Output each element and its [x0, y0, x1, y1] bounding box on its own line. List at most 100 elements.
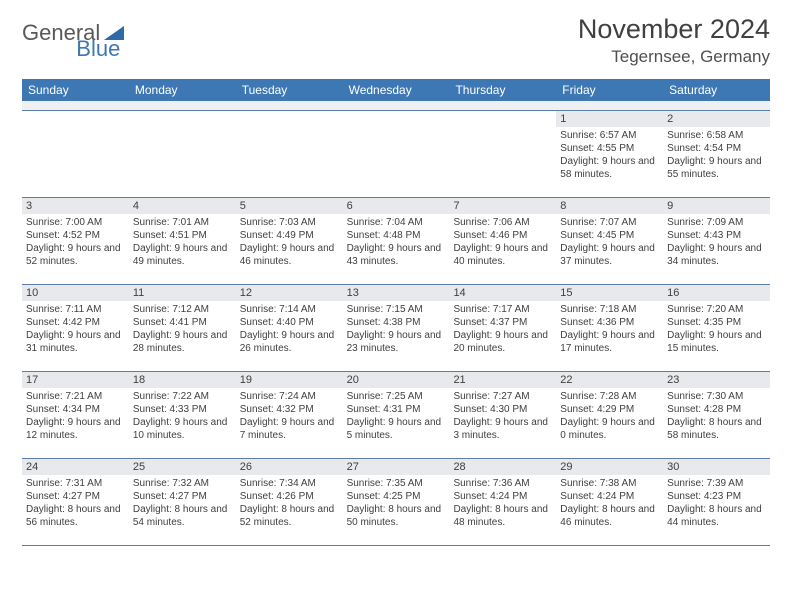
sunrise-text: Sunrise: 7:35 AM — [347, 477, 446, 490]
daylight-text: Daylight: 9 hours and 0 minutes. — [560, 416, 659, 442]
day-number: 23 — [663, 372, 770, 388]
cell-body: Sunrise: 7:06 AMSunset: 4:46 PMDaylight:… — [449, 214, 556, 271]
day-number: 13 — [343, 285, 450, 301]
day-number: 8 — [556, 198, 663, 214]
calendar-cell: 18Sunrise: 7:22 AMSunset: 4:33 PMDayligh… — [129, 372, 236, 458]
week-row: 3Sunrise: 7:00 AMSunset: 4:52 PMDaylight… — [22, 198, 770, 285]
week-row: 24Sunrise: 7:31 AMSunset: 4:27 PMDayligh… — [22, 459, 770, 546]
calendar-cell — [22, 111, 129, 197]
calendar-cell: 22Sunrise: 7:28 AMSunset: 4:29 PMDayligh… — [556, 372, 663, 458]
daylight-text: Daylight: 9 hours and 15 minutes. — [667, 329, 766, 355]
sunset-text: Sunset: 4:25 PM — [347, 490, 446, 503]
cell-body: Sunrise: 7:24 AMSunset: 4:32 PMDaylight:… — [236, 388, 343, 445]
sunset-text: Sunset: 4:35 PM — [667, 316, 766, 329]
sunset-text: Sunset: 4:48 PM — [347, 229, 446, 242]
day-number: 26 — [236, 459, 343, 475]
day-number: 12 — [236, 285, 343, 301]
sunset-text: Sunset: 4:42 PM — [26, 316, 125, 329]
sunset-text: Sunset: 4:51 PM — [133, 229, 232, 242]
calendar-cell: 6Sunrise: 7:04 AMSunset: 4:48 PMDaylight… — [343, 198, 450, 284]
cell-body: Sunrise: 7:03 AMSunset: 4:49 PMDaylight:… — [236, 214, 343, 271]
day-number: 14 — [449, 285, 556, 301]
cell-body: Sunrise: 7:14 AMSunset: 4:40 PMDaylight:… — [236, 301, 343, 358]
sunset-text: Sunset: 4:37 PM — [453, 316, 552, 329]
calendar-cell: 4Sunrise: 7:01 AMSunset: 4:51 PMDaylight… — [129, 198, 236, 284]
calendar-cell: 13Sunrise: 7:15 AMSunset: 4:38 PMDayligh… — [343, 285, 450, 371]
daylight-text: Daylight: 8 hours and 58 minutes. — [667, 416, 766, 442]
daylight-text: Daylight: 8 hours and 48 minutes. — [453, 503, 552, 529]
day-number: 21 — [449, 372, 556, 388]
calendar-cell: 9Sunrise: 7:09 AMSunset: 4:43 PMDaylight… — [663, 198, 770, 284]
calendar-cell: 7Sunrise: 7:06 AMSunset: 4:46 PMDaylight… — [449, 198, 556, 284]
sunrise-text: Sunrise: 6:57 AM — [560, 129, 659, 142]
cell-body: Sunrise: 7:36 AMSunset: 4:24 PMDaylight:… — [449, 475, 556, 532]
calendar-cell: 27Sunrise: 7:35 AMSunset: 4:25 PMDayligh… — [343, 459, 450, 545]
cell-body: Sunrise: 7:04 AMSunset: 4:48 PMDaylight:… — [343, 214, 450, 271]
sunset-text: Sunset: 4:24 PM — [560, 490, 659, 503]
day-number: 10 — [22, 285, 129, 301]
sunset-text: Sunset: 4:54 PM — [667, 142, 766, 155]
sunrise-text: Sunrise: 7:17 AM — [453, 303, 552, 316]
day-number: 19 — [236, 372, 343, 388]
cell-body: Sunrise: 7:00 AMSunset: 4:52 PMDaylight:… — [22, 214, 129, 271]
cell-body: Sunrise: 7:30 AMSunset: 4:28 PMDaylight:… — [663, 388, 770, 445]
logo: General Blue — [22, 14, 172, 46]
sunrise-text: Sunrise: 7:30 AM — [667, 390, 766, 403]
sunset-text: Sunset: 4:27 PM — [133, 490, 232, 503]
daylight-text: Daylight: 8 hours and 52 minutes. — [240, 503, 339, 529]
cell-body: Sunrise: 7:01 AMSunset: 4:51 PMDaylight:… — [129, 214, 236, 271]
sunset-text: Sunset: 4:40 PM — [240, 316, 339, 329]
cell-body: Sunrise: 7:11 AMSunset: 4:42 PMDaylight:… — [22, 301, 129, 358]
cell-body: Sunrise: 7:32 AMSunset: 4:27 PMDaylight:… — [129, 475, 236, 532]
calendar-cell: 11Sunrise: 7:12 AMSunset: 4:41 PMDayligh… — [129, 285, 236, 371]
calendar-cell: 25Sunrise: 7:32 AMSunset: 4:27 PMDayligh… — [129, 459, 236, 545]
sunrise-text: Sunrise: 7:14 AM — [240, 303, 339, 316]
sunrise-text: Sunrise: 7:22 AM — [133, 390, 232, 403]
calendar-cell: 20Sunrise: 7:25 AMSunset: 4:31 PMDayligh… — [343, 372, 450, 458]
daylight-text: Daylight: 9 hours and 20 minutes. — [453, 329, 552, 355]
cell-body: Sunrise: 7:21 AMSunset: 4:34 PMDaylight:… — [22, 388, 129, 445]
day-header: Thursday — [449, 79, 556, 101]
day-header: Saturday — [663, 79, 770, 101]
day-number: 16 — [663, 285, 770, 301]
sunset-text: Sunset: 4:29 PM — [560, 403, 659, 416]
calendar-cell: 30Sunrise: 7:39 AMSunset: 4:23 PMDayligh… — [663, 459, 770, 545]
sunset-text: Sunset: 4:30 PM — [453, 403, 552, 416]
day-number: 9 — [663, 198, 770, 214]
sunrise-text: Sunrise: 7:31 AM — [26, 477, 125, 490]
day-number: 30 — [663, 459, 770, 475]
daylight-text: Daylight: 9 hours and 28 minutes. — [133, 329, 232, 355]
sunrise-text: Sunrise: 7:11 AM — [26, 303, 125, 316]
sunset-text: Sunset: 4:34 PM — [26, 403, 125, 416]
daylight-text: Daylight: 9 hours and 58 minutes. — [560, 155, 659, 181]
daylight-text: Daylight: 9 hours and 52 minutes. — [26, 242, 125, 268]
sunset-text: Sunset: 4:33 PM — [133, 403, 232, 416]
day-number: 6 — [343, 198, 450, 214]
location: Tegernsee, Germany — [578, 47, 770, 67]
sunrise-text: Sunrise: 7:15 AM — [347, 303, 446, 316]
calendar-cell: 23Sunrise: 7:30 AMSunset: 4:28 PMDayligh… — [663, 372, 770, 458]
sunrise-text: Sunrise: 7:07 AM — [560, 216, 659, 229]
sunrise-text: Sunrise: 7:38 AM — [560, 477, 659, 490]
logo-word2: Blue — [76, 36, 120, 62]
cell-body: Sunrise: 7:38 AMSunset: 4:24 PMDaylight:… — [556, 475, 663, 532]
day-number: 1 — [556, 111, 663, 127]
calendar-cell: 28Sunrise: 7:36 AMSunset: 4:24 PMDayligh… — [449, 459, 556, 545]
week-row: 1Sunrise: 6:57 AMSunset: 4:55 PMDaylight… — [22, 111, 770, 198]
calendar-cell — [129, 111, 236, 197]
day-number: 2 — [663, 111, 770, 127]
day-number: 3 — [22, 198, 129, 214]
sunset-text: Sunset: 4:23 PM — [667, 490, 766, 503]
calendar-cell: 8Sunrise: 7:07 AMSunset: 4:45 PMDaylight… — [556, 198, 663, 284]
cell-body: Sunrise: 7:07 AMSunset: 4:45 PMDaylight:… — [556, 214, 663, 271]
sunset-text: Sunset: 4:49 PM — [240, 229, 339, 242]
daylight-text: Daylight: 9 hours and 37 minutes. — [560, 242, 659, 268]
sunrise-text: Sunrise: 7:28 AM — [560, 390, 659, 403]
sunrise-text: Sunrise: 7:36 AM — [453, 477, 552, 490]
cell-body: Sunrise: 7:22 AMSunset: 4:33 PMDaylight:… — [129, 388, 236, 445]
day-header: Tuesday — [236, 79, 343, 101]
daylight-text: Daylight: 9 hours and 34 minutes. — [667, 242, 766, 268]
sunrise-text: Sunrise: 7:00 AM — [26, 216, 125, 229]
sunrise-text: Sunrise: 7:04 AM — [347, 216, 446, 229]
day-header: Sunday — [22, 79, 129, 101]
